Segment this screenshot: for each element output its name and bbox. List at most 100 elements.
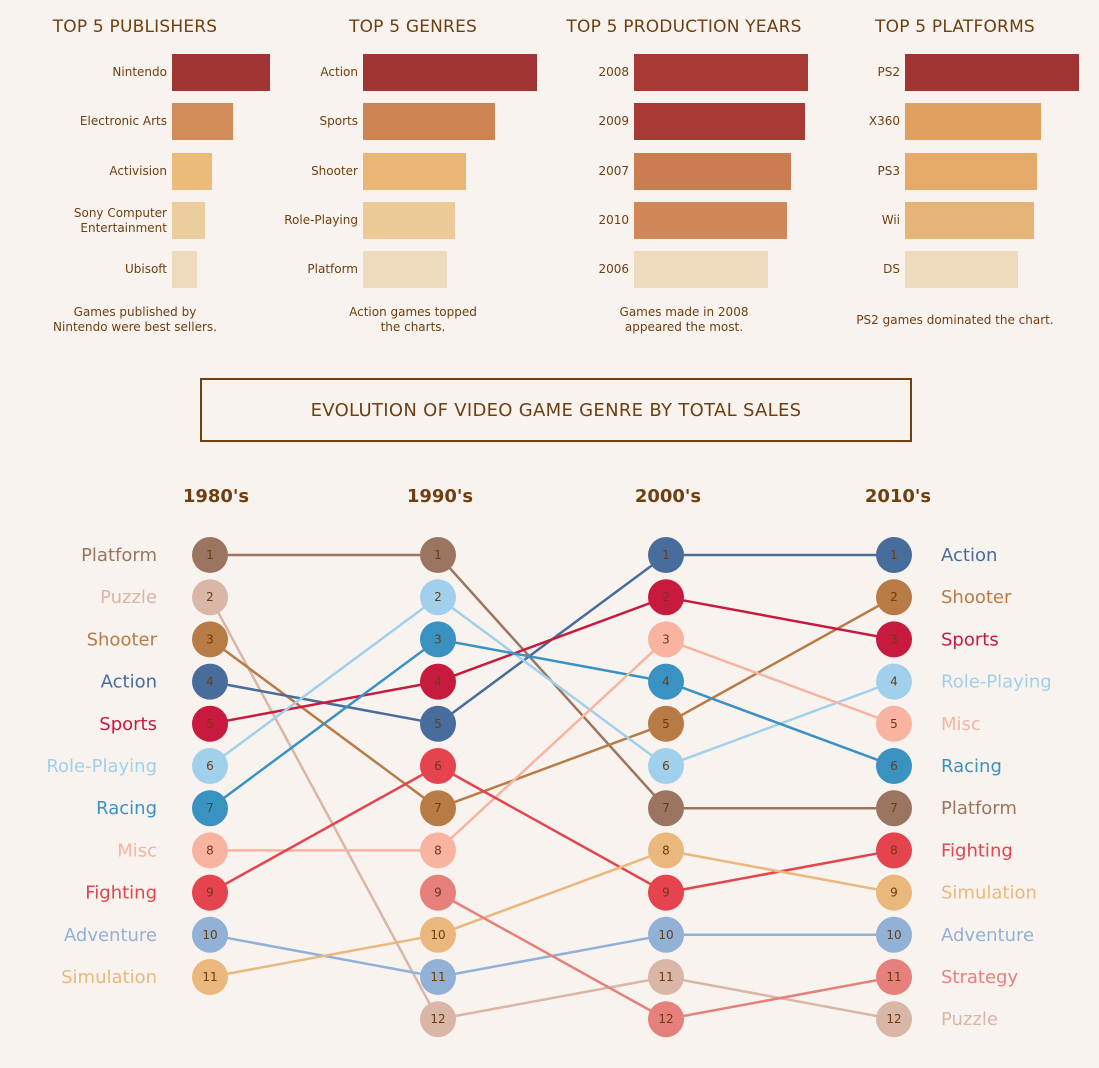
top-panel: TOP 5 PLATFORMS PS2 X360 PS3 Wii DS PS2 games … xyxy=(820,0,1090,345)
rank-marker xyxy=(420,748,456,784)
bar-row: Activision xyxy=(0,153,270,190)
panel-caption: Games made in 2008 appeared the most. xyxy=(619,305,749,334)
series-label-right: Role-Playing xyxy=(941,672,1052,693)
bar-label: Ubisoft xyxy=(124,262,167,276)
rank-marker xyxy=(876,537,912,573)
rank-marker xyxy=(876,790,912,827)
series-label-left: Role-Playing xyxy=(46,756,157,777)
rank-marker xyxy=(420,874,456,911)
series-label-right: Misc xyxy=(941,714,981,735)
bar-row: X360 xyxy=(820,103,1090,140)
panel-title: TOP 5 PLATFORMS xyxy=(875,17,1035,37)
bar-label: Sony Computer Entertainment xyxy=(73,205,167,235)
rank-number: 9 xyxy=(434,886,442,900)
rank-marker xyxy=(192,916,228,953)
series-line xyxy=(437,849,667,936)
rank-marker xyxy=(420,959,456,995)
rank-number: 11 xyxy=(202,970,217,984)
rank-marker xyxy=(192,705,228,742)
rank-number: 11 xyxy=(886,970,901,984)
series-line xyxy=(437,596,667,683)
series-lines xyxy=(208,553,895,1021)
rank-marker xyxy=(648,663,684,700)
rank-number: 6 xyxy=(434,759,442,773)
rank-number: 10 xyxy=(202,928,217,942)
rank-marker xyxy=(876,832,912,869)
series-label-left: Misc xyxy=(117,840,157,861)
rank-marker xyxy=(648,705,684,742)
rank-number: 3 xyxy=(206,632,214,646)
series-line xyxy=(665,595,895,641)
top-panel: TOP 5 PRODUCTION YEARS 2008 2009 2007 2010 20… xyxy=(549,0,819,345)
rank-number: 3 xyxy=(890,632,898,646)
panel-title: TOP 5 GENRES xyxy=(348,17,478,37)
rank-number: 9 xyxy=(890,886,898,900)
rank-number: 1 xyxy=(434,548,442,562)
bar xyxy=(905,54,1079,91)
rank-number: 7 xyxy=(206,801,214,815)
bar-row: PS2 xyxy=(820,54,1090,91)
top-panel: TOP 5 GENRES Action Sports Shooter Role-Play… xyxy=(278,0,548,345)
series-line xyxy=(437,975,667,1021)
rank-marker xyxy=(648,537,684,573)
rank-marker xyxy=(876,579,912,616)
rank-marker xyxy=(876,748,912,784)
rank-number: 5 xyxy=(434,717,442,731)
series-label-left: Sports xyxy=(99,714,157,735)
rank-number: 2 xyxy=(890,590,898,604)
rank-number: 6 xyxy=(890,759,898,773)
decade-header: 1990's xyxy=(407,486,473,507)
rank-number: 3 xyxy=(662,632,670,646)
bar-label: 2006 xyxy=(598,262,629,276)
series-label-right: Puzzle xyxy=(941,1009,998,1030)
rank-number: 5 xyxy=(890,717,898,731)
rank-marker xyxy=(648,832,684,869)
decade-header: 1980's xyxy=(183,486,249,507)
rank-number: 2 xyxy=(206,590,214,604)
rank-number: 6 xyxy=(662,759,670,773)
rank-number: 4 xyxy=(206,675,214,689)
series-label-left: Fighting xyxy=(85,883,157,904)
bar xyxy=(363,202,456,239)
rank-number: 12 xyxy=(658,1012,673,1026)
rank-number: 7 xyxy=(890,801,898,815)
rank-number: 9 xyxy=(662,886,670,900)
rank-number: 7 xyxy=(662,801,670,815)
series-label-left: Puzzle xyxy=(100,587,157,608)
bar-label: Wii xyxy=(881,213,900,227)
series-label-right: Platform xyxy=(941,798,1017,819)
rank-number: 2 xyxy=(434,590,442,604)
bar xyxy=(172,202,206,239)
rank-number: 1 xyxy=(662,548,670,562)
rank-marker xyxy=(648,790,684,827)
panel-title: TOP 5 PUBLISHERS xyxy=(52,17,218,37)
rank-number: 9 xyxy=(206,886,214,900)
rank-marker xyxy=(648,621,684,658)
series-line xyxy=(665,849,895,894)
rank-number: 8 xyxy=(662,843,670,857)
bar xyxy=(172,153,213,190)
series-line xyxy=(437,596,667,768)
bar-row: Platform xyxy=(278,251,548,288)
panel-caption: PS2 games dominated the chart. xyxy=(856,312,1054,327)
bar-label: Role-Playing xyxy=(284,213,358,227)
series-line xyxy=(665,680,895,768)
bar-label: PS3 xyxy=(877,164,901,178)
rank-marker xyxy=(192,959,228,995)
rank-number: 5 xyxy=(206,717,214,731)
rank-marker xyxy=(648,916,684,953)
bar xyxy=(363,54,537,91)
rank-number: 10 xyxy=(886,928,901,942)
bar xyxy=(172,54,270,91)
series-label-right: Fighting xyxy=(941,840,1013,861)
series-label-left: Shooter xyxy=(87,629,158,650)
series-line xyxy=(437,722,667,810)
rank-marker xyxy=(192,874,228,911)
bar xyxy=(172,251,198,288)
bar-label: Platform xyxy=(307,262,358,276)
rank-marker xyxy=(192,537,228,573)
bar-row: Sports xyxy=(278,103,548,140)
rank-number: 8 xyxy=(206,843,214,857)
rank-marker xyxy=(420,537,456,573)
